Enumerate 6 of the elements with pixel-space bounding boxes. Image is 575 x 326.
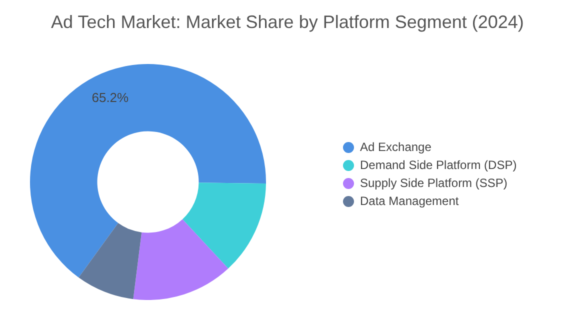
legend-label: Supply Side Platform (SSP) bbox=[360, 176, 508, 190]
legend-label: Ad Exchange bbox=[360, 140, 432, 154]
chart-title: Ad Tech Market: Market Share by Platform Segment (2024) bbox=[50, 12, 525, 33]
legend-label: Data Management bbox=[360, 194, 459, 208]
legend-label: Demand Side Platform (DSP) bbox=[360, 158, 517, 172]
data-label: 65.2% bbox=[92, 90, 130, 106]
